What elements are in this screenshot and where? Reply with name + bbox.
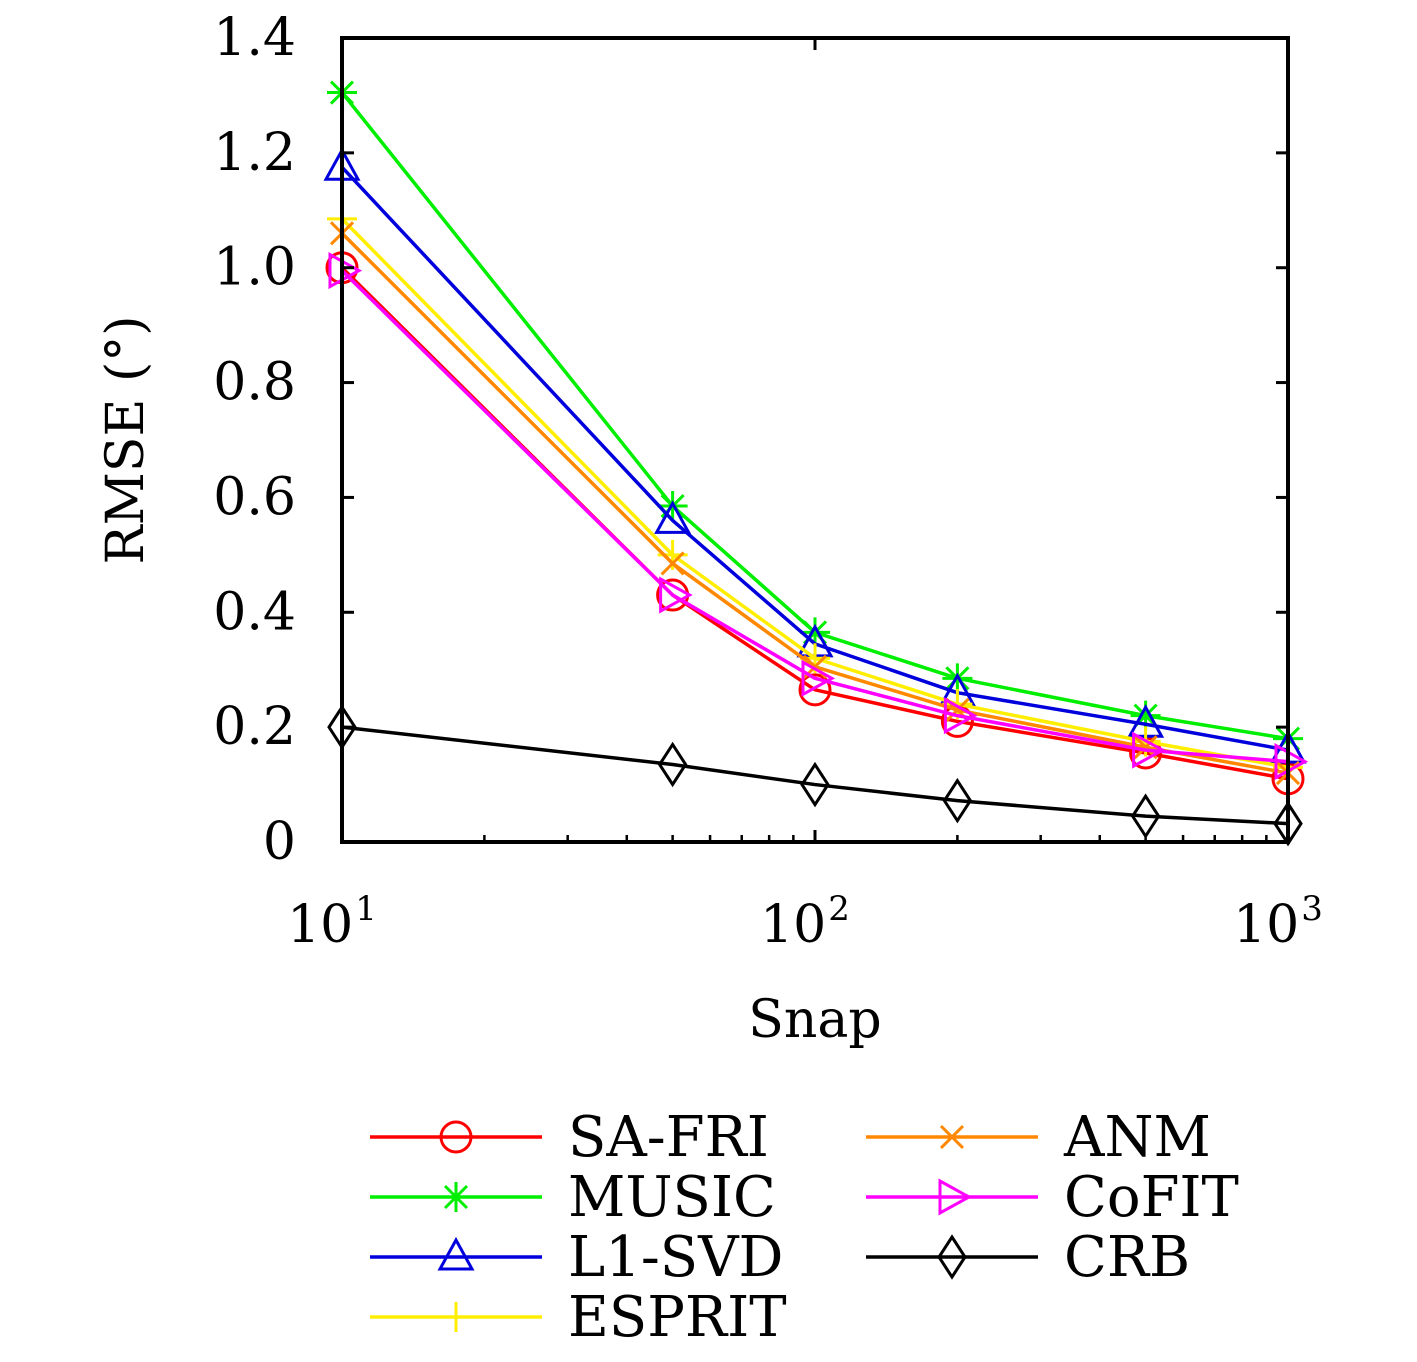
x-tick-label: 103 xyxy=(1233,889,1323,955)
legend-item-anm: ANM xyxy=(866,1105,1211,1170)
data-point-cofit xyxy=(801,659,836,697)
series-line-crb xyxy=(341,725,1289,826)
legend-marker-sa-fri xyxy=(439,1120,473,1154)
y-tick-label: 1.2 xyxy=(213,123,296,183)
legend-marker-crb xyxy=(937,1234,967,1280)
data-point-sa-fri xyxy=(798,673,832,707)
series-line-music xyxy=(340,91,1289,741)
y-axis-label: RMSE (°) xyxy=(96,315,156,564)
series-line-cofit xyxy=(340,269,1289,764)
legend-item-esprit: ESPRIT xyxy=(370,1285,787,1350)
legend-item-crb: CRB xyxy=(866,1225,1190,1290)
data-point-crb xyxy=(657,741,688,788)
series-line-anm xyxy=(340,232,1289,775)
y-tick-label: 0.2 xyxy=(213,697,296,757)
x-tick-label: 101 xyxy=(287,889,377,955)
legend-label-music: MUSIC xyxy=(568,1165,776,1230)
data-point-cofit xyxy=(1132,731,1166,769)
legend-label-sa-fri: SA-FRI xyxy=(568,1105,769,1170)
y-tick-label: 1.4 xyxy=(213,8,296,68)
legend-label-l1-svd: L1-SVD xyxy=(568,1225,783,1290)
y-tick-label: 0.4 xyxy=(213,582,296,642)
x-tick-label: 102 xyxy=(760,889,850,955)
data-point-music xyxy=(800,617,830,648)
y-tick-label: 0.6 xyxy=(213,467,296,527)
data-point-cofit xyxy=(328,252,363,290)
legend-label-crb: CRB xyxy=(1064,1225,1190,1290)
legend-marker-anm xyxy=(939,1124,965,1150)
data-point-cofit xyxy=(1274,743,1309,781)
data-point-anm xyxy=(660,551,685,576)
legend-item-cofit: CoFIT xyxy=(866,1165,1239,1230)
series-esprit xyxy=(327,203,1303,783)
data-point-cofit xyxy=(659,576,693,614)
legend-label-anm: ANM xyxy=(1063,1105,1211,1170)
series-line-esprit xyxy=(340,217,1289,770)
data-point-crb xyxy=(800,761,830,808)
series-sa-fri xyxy=(325,251,1305,796)
legend-label-esprit: ESPRIT xyxy=(568,1285,787,1350)
legend-marker-cofit xyxy=(938,1178,973,1216)
legend-item-music: MUSIC xyxy=(370,1165,776,1230)
plot-marks xyxy=(323,77,1309,847)
series-anm xyxy=(329,221,1301,786)
data-point-crb xyxy=(942,777,973,824)
data-point-l1-svd xyxy=(654,500,692,534)
x-axis-label: Snap xyxy=(748,990,881,1050)
y-tick-label: 0 xyxy=(263,812,296,872)
data-point-music xyxy=(1130,700,1161,731)
legend-marker-esprit xyxy=(441,1302,471,1332)
y-tick-label: 1.0 xyxy=(213,238,296,298)
series-line-l1-svd xyxy=(340,166,1289,752)
legend-label-cofit: CoFIT xyxy=(1064,1165,1239,1230)
legend-marker-l1-svd xyxy=(437,1236,475,1271)
legend-marker-music xyxy=(441,1182,471,1212)
data-point-cofit xyxy=(943,697,978,735)
legend-item-l1-svd: L1-SVD xyxy=(370,1225,783,1290)
legend-item-sa-fri: SA-FRI xyxy=(370,1105,769,1170)
series-cofit xyxy=(328,252,1309,781)
y-tick-label: 0.8 xyxy=(213,353,296,413)
